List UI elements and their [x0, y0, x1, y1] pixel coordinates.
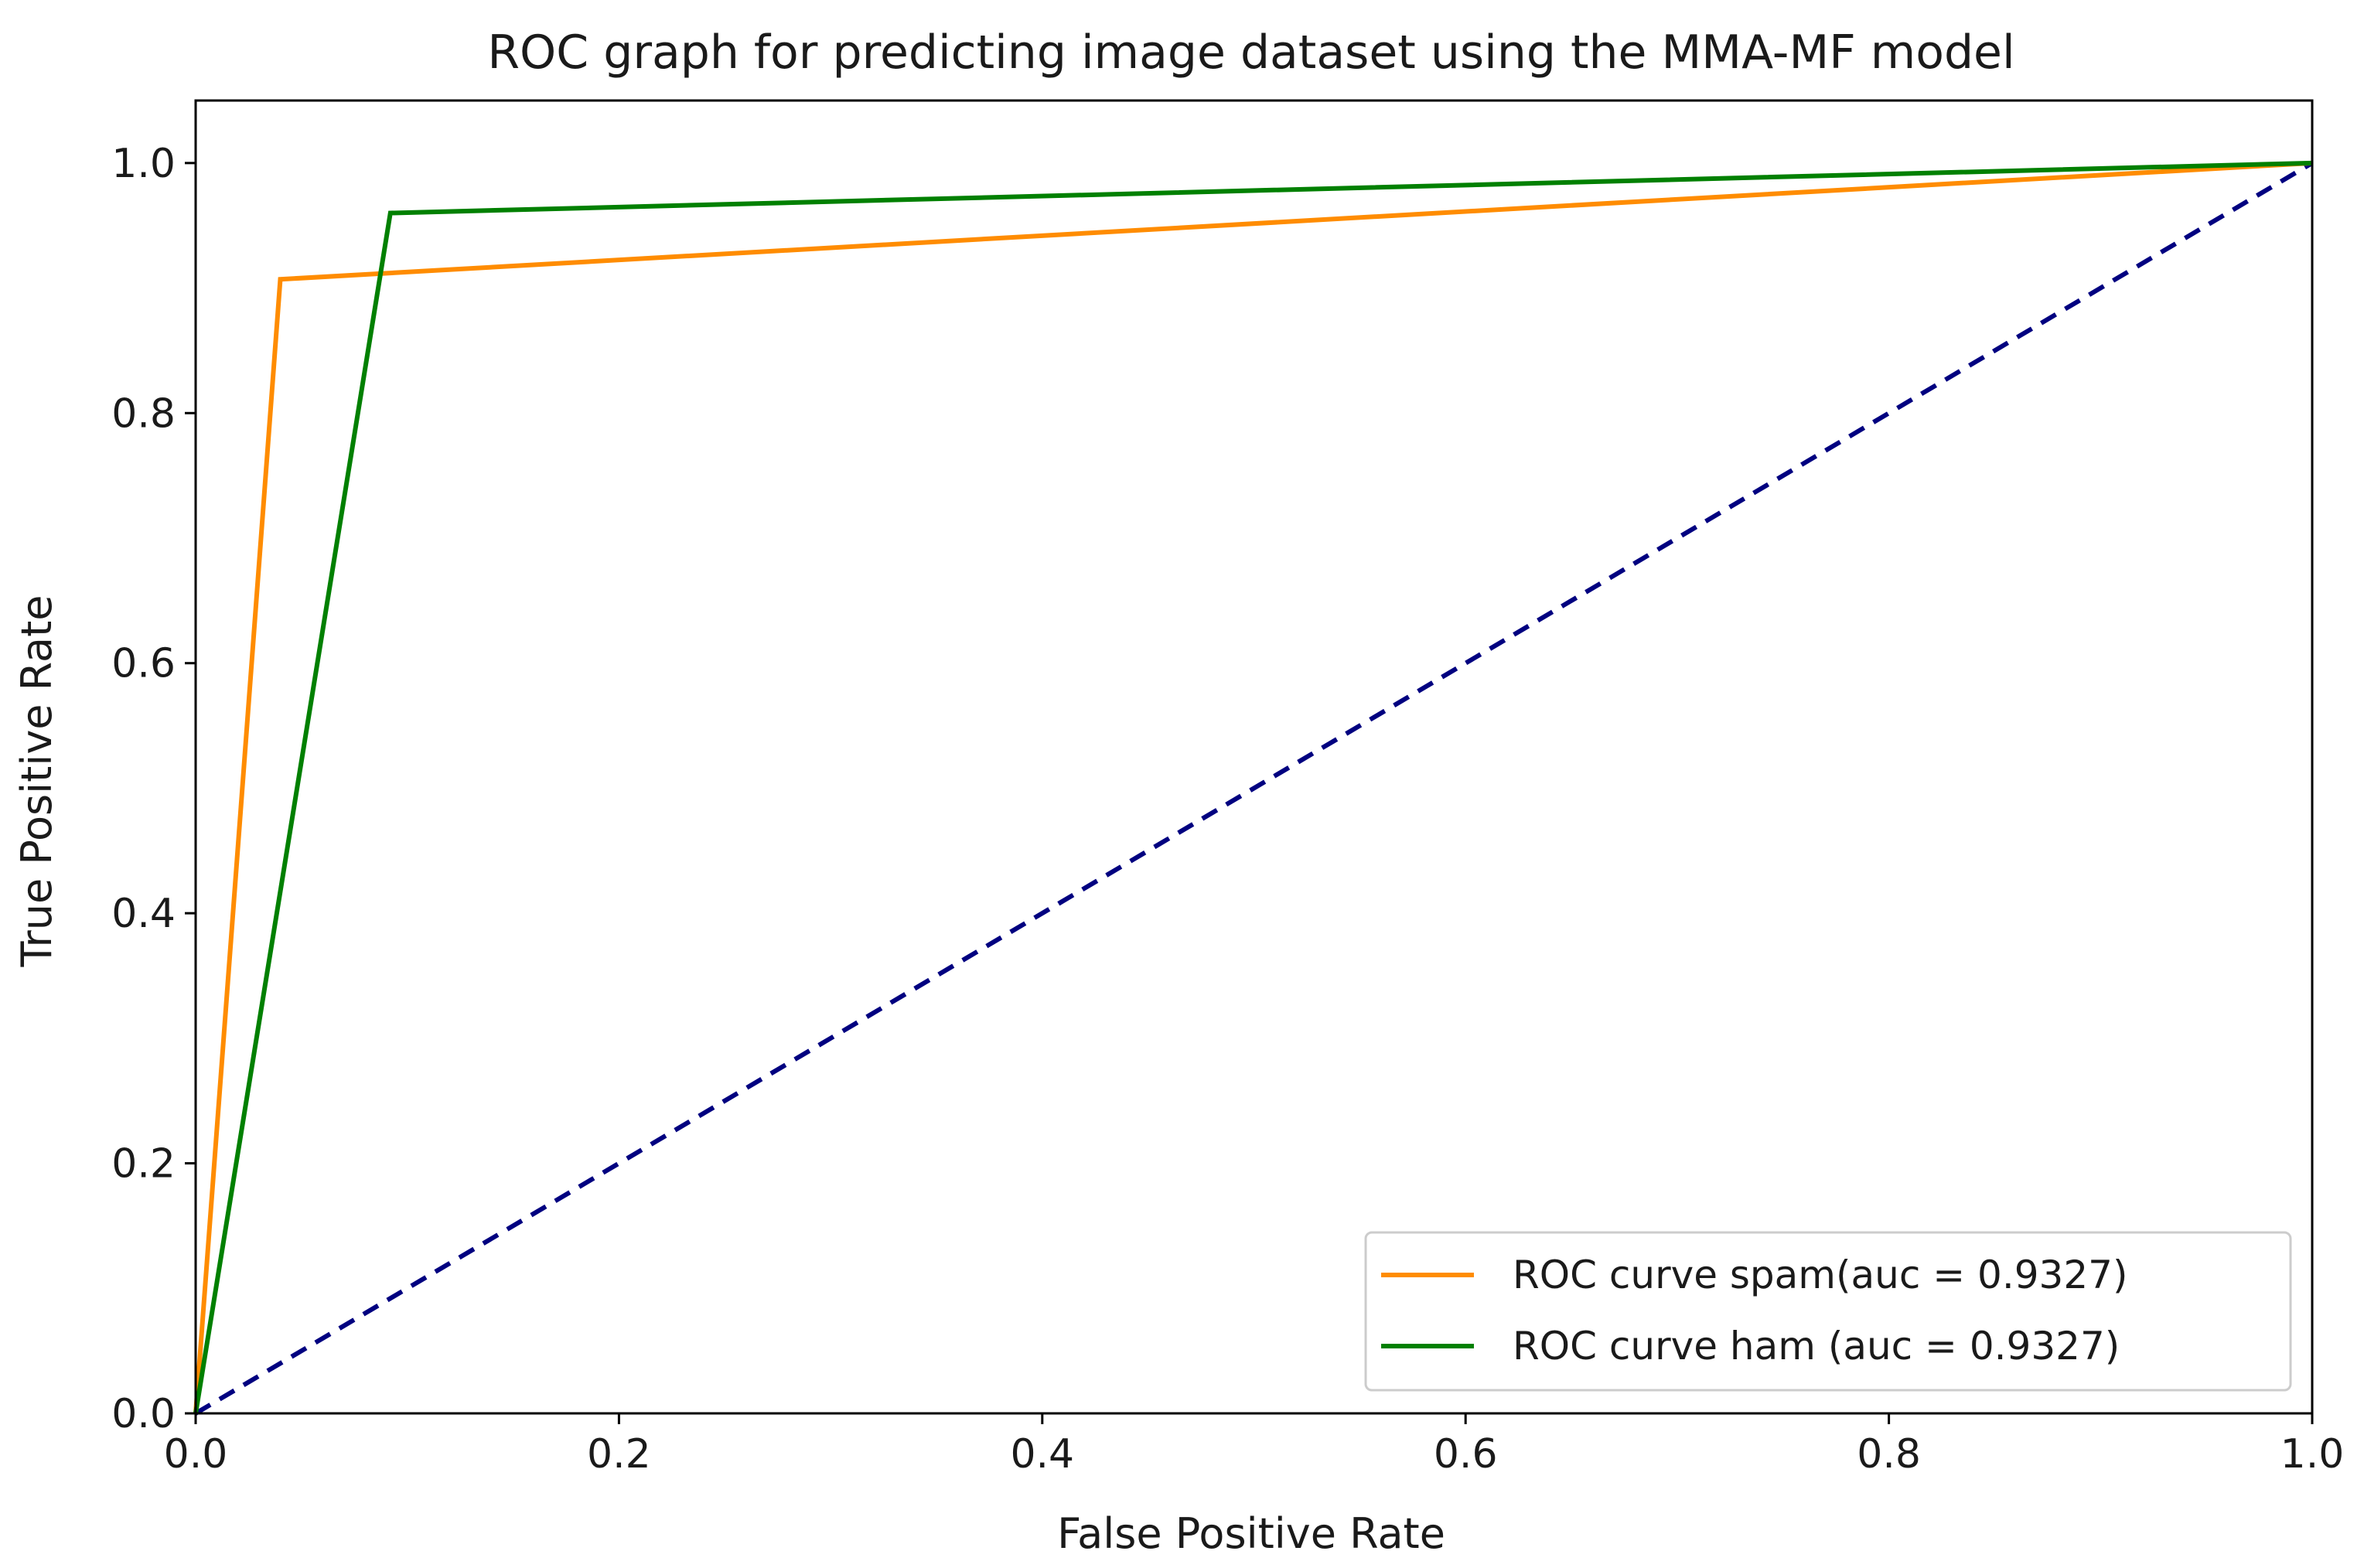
legend-box: [1364, 1231, 2292, 1392]
chart-title: ROC graph for predicting image dataset u…: [487, 26, 2014, 80]
series-line-ham: [193, 160, 2313, 1414]
x-tick-label: 0.6: [1434, 1431, 1498, 1478]
y-tick-label: 0.0: [111, 1391, 176, 1437]
series-line-spam: [193, 160, 2313, 1414]
legend-label: ROC curve spam(auc = 0.9327): [1513, 1253, 2127, 1297]
reference-diagonal-line: [194, 161, 2314, 1416]
y-axis-label: True Positive Rate: [12, 595, 61, 967]
axes-frame: [194, 99, 2314, 1415]
legend: ROC curve spam(auc = 0.9327) ROC curve ha…: [1364, 1231, 2292, 1392]
reference-diagonal: [194, 161, 2314, 1416]
y-tick-label: 0.4: [111, 891, 176, 937]
y-tick-label: 0.2: [111, 1141, 176, 1188]
series-lines: [193, 160, 2313, 1414]
y-tick-label: 0.8: [111, 390, 176, 437]
plot-area: 0.0 0.2 0.4 0.6 0.8 1.0 0.0 0.2 0.4 0.6 0.8 1.0: [111, 99, 2345, 1478]
y-tick-label: 0.6: [111, 641, 176, 687]
x-axis-label: False Positive Rate: [1057, 1509, 1445, 1558]
y-axis: 0.0 0.2 0.4 0.6 0.8 1.0: [111, 141, 196, 1437]
legend-label: ROC curve ham (auc = 0.9327): [1513, 1324, 2120, 1369]
y-tick-label: 1.0: [111, 141, 176, 187]
x-tick-label: 0.2: [587, 1431, 651, 1478]
x-axis: 0.0 0.2 0.4 0.6 0.8 1.0: [164, 1413, 2345, 1478]
x-tick-label: 1.0: [2280, 1431, 2345, 1478]
x-tick-label: 0.0: [164, 1431, 228, 1478]
x-tick-label: 0.4: [1010, 1431, 1074, 1478]
x-tick-label: 0.8: [1857, 1431, 1921, 1478]
